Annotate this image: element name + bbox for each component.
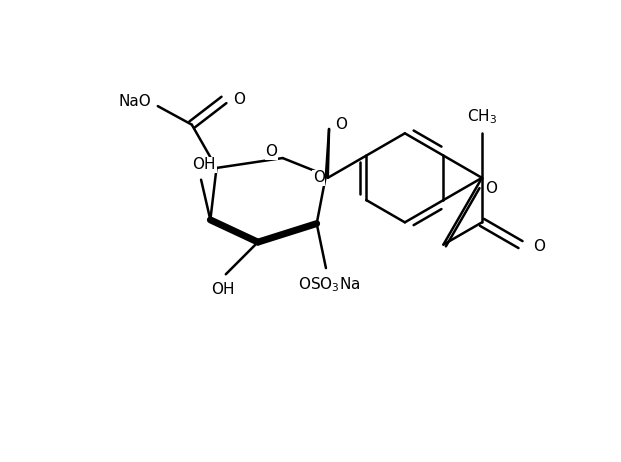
Text: O: O <box>313 170 325 185</box>
Text: O: O <box>266 144 278 159</box>
Text: OSO$_3$Na: OSO$_3$Na <box>298 275 360 294</box>
Text: O: O <box>335 116 347 132</box>
Text: NaO: NaO <box>119 94 152 109</box>
Text: O: O <box>485 181 497 196</box>
Text: O: O <box>233 92 245 108</box>
Text: OH: OH <box>193 157 216 172</box>
Text: O: O <box>533 239 545 254</box>
Text: CH$_3$: CH$_3$ <box>467 107 497 126</box>
Text: OH: OH <box>211 282 235 297</box>
